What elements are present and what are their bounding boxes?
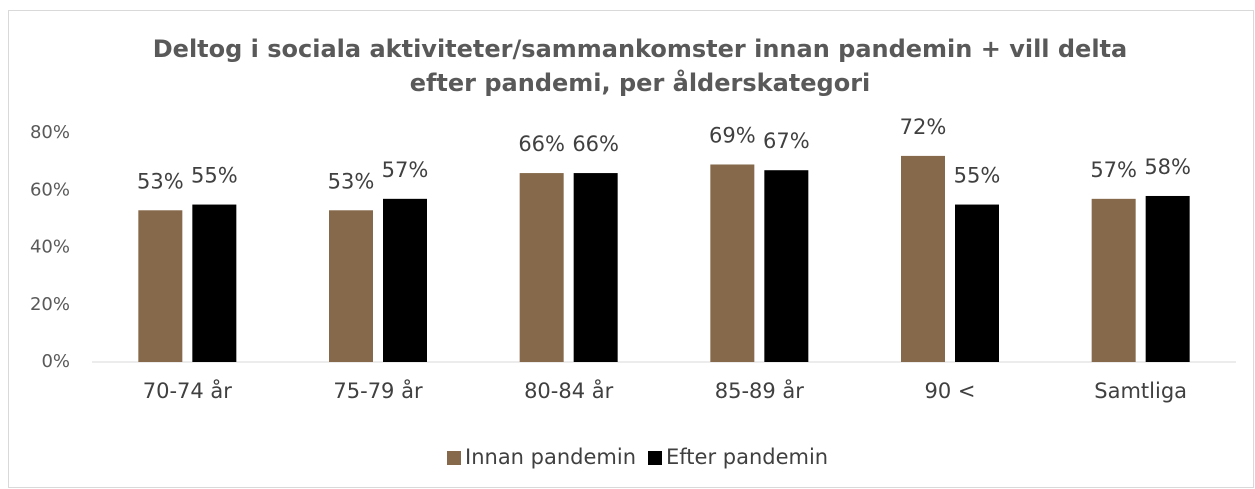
legend-label: Efter pandemin bbox=[666, 445, 828, 469]
chart-title: efter pandemi, per ålderskategori bbox=[410, 68, 871, 97]
x-tick-label: Samtliga bbox=[1094, 379, 1187, 403]
value-label: 57% bbox=[382, 158, 429, 182]
bar bbox=[383, 198, 427, 362]
bar bbox=[901, 155, 945, 362]
y-tick-label: 0% bbox=[41, 351, 70, 372]
value-label: 53% bbox=[328, 169, 375, 193]
bar bbox=[519, 173, 564, 362]
value-label: 58% bbox=[1144, 155, 1191, 179]
value-label: 55% bbox=[191, 164, 238, 188]
x-tick-label: 75-79 år bbox=[333, 378, 423, 403]
y-tick-label: 40% bbox=[30, 237, 70, 258]
bar bbox=[955, 204, 999, 362]
value-label: 66% bbox=[518, 132, 565, 156]
value-label: 66% bbox=[572, 132, 619, 156]
legend-swatch bbox=[447, 451, 461, 465]
bar bbox=[1145, 195, 1190, 362]
value-label: 55% bbox=[954, 164, 1001, 188]
y-tick-label: 20% bbox=[30, 294, 70, 315]
y-tick-label: 80% bbox=[30, 122, 70, 143]
bar bbox=[192, 204, 237, 362]
x-tick-label: 90 < bbox=[925, 379, 976, 403]
bar bbox=[710, 164, 755, 362]
bar bbox=[573, 173, 618, 362]
legend-swatch bbox=[648, 451, 662, 465]
y-tick-label: 60% bbox=[30, 179, 70, 200]
bar bbox=[1091, 198, 1136, 362]
x-tick-label: 70-74 år bbox=[143, 378, 233, 403]
value-label: 67% bbox=[763, 129, 810, 153]
x-tick-label: 85-89 år bbox=[715, 378, 805, 403]
value-label: 72% bbox=[900, 115, 947, 139]
value-label: 57% bbox=[1090, 158, 1137, 182]
bar bbox=[764, 170, 809, 362]
chart-title: Deltog i sociala aktiviteter/sammankomst… bbox=[153, 35, 1127, 63]
value-label: 53% bbox=[137, 169, 184, 193]
bar bbox=[138, 210, 183, 362]
legend-label: Innan pandemin bbox=[465, 445, 636, 469]
x-tick-label: 80-84 år bbox=[524, 378, 614, 403]
bar bbox=[329, 210, 373, 362]
value-label: 69% bbox=[709, 123, 756, 147]
